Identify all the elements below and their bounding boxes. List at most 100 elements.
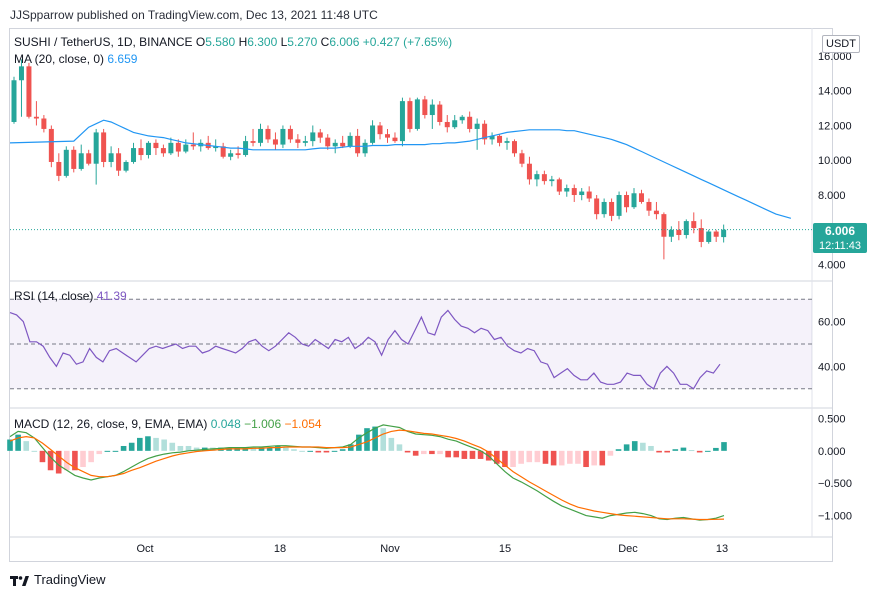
bar-countdown: 12:11:43 xyxy=(818,240,861,252)
candle-body xyxy=(26,66,32,117)
macd-histogram-bar xyxy=(7,439,13,451)
macd-histogram-bar xyxy=(307,450,314,452)
macd-histogram-bar xyxy=(550,450,557,466)
macd-histogram-bar xyxy=(23,441,30,451)
candle-body xyxy=(78,153,84,169)
time-axis-tick: 15 xyxy=(499,543,511,555)
time-axis-tick: Oct xyxy=(136,543,153,555)
candle-body xyxy=(370,125,376,143)
ma-label[interactable]: MA (20, close, 0) xyxy=(14,52,105,66)
candle-body xyxy=(11,80,17,122)
macd-histogram-bar xyxy=(161,439,167,451)
candle-body xyxy=(511,141,517,154)
rsi-axis-tick: 60.00 xyxy=(818,317,846,329)
macd-histogram-bar xyxy=(672,449,679,451)
candle-body xyxy=(48,128,54,162)
candle-body xyxy=(474,123,480,129)
price-axis-tick: 16.000 xyxy=(818,51,852,63)
macd-histogram-bar xyxy=(412,450,419,456)
candle-body xyxy=(504,141,510,143)
chart-frame xyxy=(9,28,833,562)
candle-body xyxy=(661,214,667,237)
currency-button[interactable]: USDT xyxy=(822,35,860,53)
macd-histogram-bar xyxy=(39,450,46,463)
macd-histogram-bar xyxy=(469,450,476,459)
candle-body xyxy=(549,179,555,182)
candle-body xyxy=(452,120,458,128)
time-axis-tick: 18 xyxy=(274,543,286,555)
macd-histogram-bar xyxy=(477,450,484,459)
macd-histogram-bar xyxy=(461,450,468,459)
macd-histogram-bar xyxy=(63,450,70,471)
macd-histogram-bar xyxy=(128,442,135,451)
macd-histogram-bar xyxy=(713,447,719,451)
macd-histogram-bar xyxy=(688,450,695,452)
macd-histogram-bar xyxy=(47,450,54,471)
candle-body xyxy=(101,132,107,162)
macd-label[interactable]: MACD (12, 26, close, 9, EMA, EMA) xyxy=(14,417,208,431)
macd-histogram-bar xyxy=(80,450,86,468)
price-axis-tick: 12.000 xyxy=(818,120,852,132)
macd-histogram-bar xyxy=(631,441,638,451)
macd-histogram-bar xyxy=(55,450,62,474)
open-label: O xyxy=(195,35,206,49)
macd-histogram-bar xyxy=(664,450,671,453)
candle-body xyxy=(220,146,226,157)
candle-body xyxy=(63,149,69,176)
candle-body xyxy=(519,153,525,164)
ma-legend: MA (20, close, 0) 6.659 xyxy=(14,52,137,66)
macd-histogram-bar xyxy=(177,445,184,451)
macd-histogram-bar xyxy=(274,445,281,451)
candle-body xyxy=(138,148,144,156)
change-value: +0.427 (+7.65%) xyxy=(362,35,453,49)
macd-histogram-bar xyxy=(396,444,403,451)
macd-histogram-bar xyxy=(112,450,119,452)
candle-body xyxy=(482,123,488,140)
macd-signal-line xyxy=(9,429,725,521)
candle-body xyxy=(609,201,615,216)
macd-histogram-bar xyxy=(420,450,427,455)
macd-histogram-bar xyxy=(437,450,443,455)
candle-body xyxy=(556,179,562,192)
candle-body xyxy=(601,201,607,215)
macd-histogram-bar xyxy=(331,450,338,452)
macd-histogram-bar xyxy=(372,426,378,451)
macd-histogram-bar xyxy=(502,450,508,468)
candle-body xyxy=(332,142,338,147)
macd-axis-tick: 0.000 xyxy=(818,446,846,458)
candle-body xyxy=(437,104,443,122)
candle-body xyxy=(721,229,727,238)
candle-body xyxy=(228,153,234,157)
candle-body xyxy=(676,229,682,236)
candle-body xyxy=(653,210,659,215)
rsi-legend: RSI (14, close) 41.39 xyxy=(14,289,127,303)
candle-body xyxy=(33,116,39,119)
rsi-line xyxy=(9,309,721,390)
macd-histogram-bar xyxy=(104,450,111,452)
price-legend: SUSHI / TetherUS, 1D, BINANCE O5.580 H6.… xyxy=(14,35,452,49)
macd-histogram-bar xyxy=(721,442,727,451)
footer-brand[interactable]: TradingView xyxy=(34,572,106,587)
macd-histogram-bar xyxy=(623,444,630,451)
candle-body xyxy=(683,221,689,236)
candle-body xyxy=(616,195,622,216)
last-price-value: 6.006 xyxy=(824,224,856,238)
candle-body xyxy=(280,128,286,145)
price-axis-tick: 14.000 xyxy=(818,86,852,98)
macd-histogram-bar xyxy=(15,434,21,451)
macd-histogram-bar xyxy=(323,450,330,453)
candle-body xyxy=(698,228,704,242)
macd-histogram-bar xyxy=(283,447,289,451)
candle-body xyxy=(631,193,637,208)
macd-histogram-bar xyxy=(193,447,200,451)
rsi-label[interactable]: RSI (14, close) xyxy=(14,289,94,303)
macd-line xyxy=(9,424,725,521)
candle-body xyxy=(153,142,159,149)
tradingview-logo-icon[interactable] xyxy=(10,575,30,587)
candle-body xyxy=(71,149,77,169)
symbol-label[interactable]: SUSHI / TetherUS, 1D, BINANCE xyxy=(14,35,193,49)
candle-body xyxy=(526,163,532,180)
macd-histogram-bar xyxy=(72,450,78,471)
macd-histogram-bar xyxy=(299,450,305,452)
